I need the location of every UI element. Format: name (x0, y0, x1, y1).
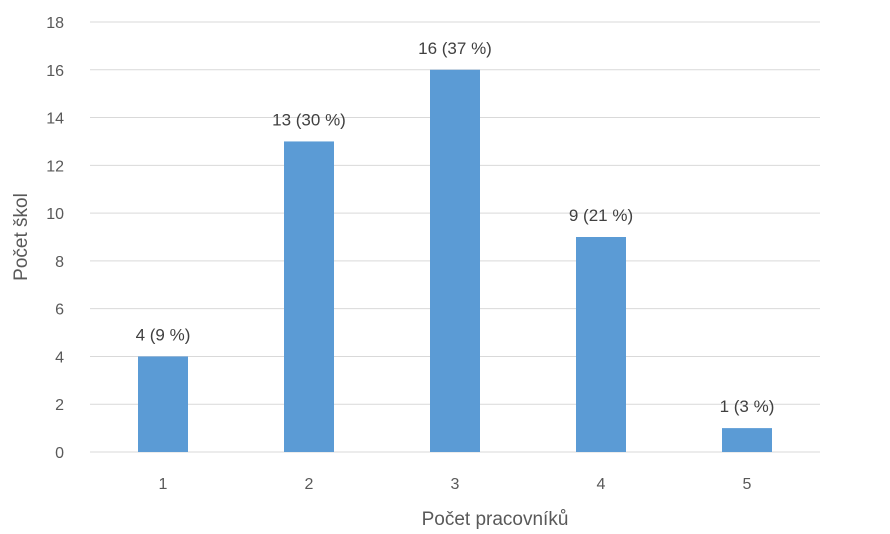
y-axis-ticks: 0 2 4 6 8 10 12 14 16 18 (46, 15, 64, 462)
bar (430, 69, 480, 453)
y-tick-label: 10 (46, 206, 64, 223)
y-axis-title: Počet škol (11, 193, 32, 281)
y-tick-label: 18 (46, 15, 64, 32)
y-tick-label: 14 (46, 111, 64, 128)
data-label: 4 (9 %) (136, 325, 191, 344)
y-tick-label: 2 (55, 397, 64, 414)
data-label: 13 (30 %) (272, 110, 346, 129)
bar (138, 356, 188, 452)
y-tick-label: 0 (55, 445, 64, 462)
y-tick-label: 16 (46, 63, 64, 80)
x-axis-title: Počet pracovníků (422, 509, 569, 530)
y-tick-label: 6 (55, 302, 64, 319)
x-tick-label: 3 (451, 476, 460, 493)
y-tick-label: 12 (46, 158, 64, 175)
x-axis-ticks: 1 2 3 4 5 (159, 476, 752, 493)
bar (284, 141, 334, 452)
data-label: 16 (37 %) (418, 39, 492, 58)
x-tick-label: 4 (597, 476, 606, 493)
data-labels: 4 (9 %) 13 (30 %) 16 (37 %) 9 (21 %) 1 (3 %) (136, 39, 775, 416)
data-label: 9 (21 %) (569, 206, 633, 225)
data-label: 1 (3 %) (720, 397, 775, 416)
x-tick-label: 1 (159, 476, 168, 493)
y-tick-label: 4 (55, 349, 64, 366)
bar (576, 237, 626, 452)
y-tick-label: 8 (55, 254, 64, 271)
x-tick-label: 5 (743, 476, 752, 493)
bars (138, 69, 772, 453)
x-tick-label: 2 (305, 476, 314, 493)
bar (722, 428, 772, 452)
